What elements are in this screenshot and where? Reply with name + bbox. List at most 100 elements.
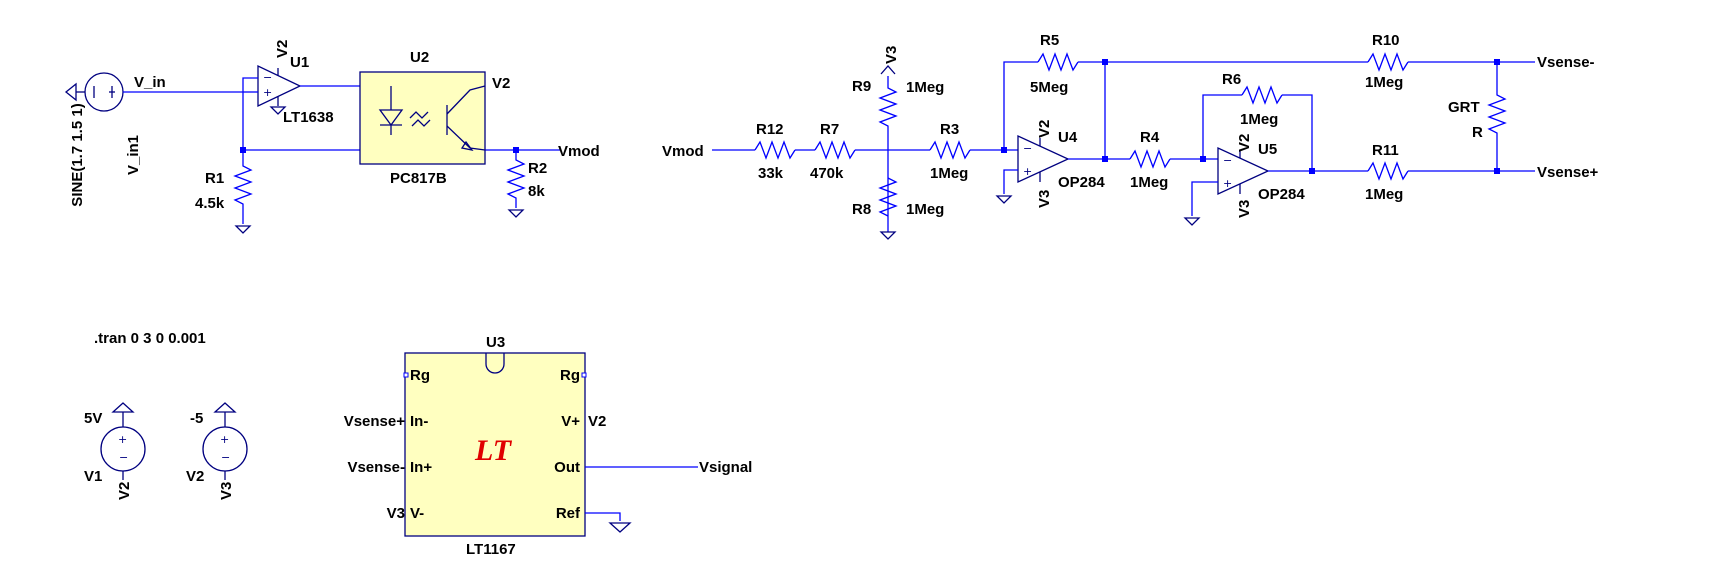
resistor-r4[interactable]	[1129, 149, 1171, 169]
r3-name: R3	[940, 121, 959, 138]
r5-value: 5Meg	[1030, 79, 1068, 96]
r9-supply-label: V3	[883, 46, 900, 64]
vin-source-name: V_in1	[125, 135, 142, 175]
svg-text:−: −	[119, 451, 128, 464]
r8-value: 1Meg	[906, 201, 944, 218]
junction	[1001, 147, 1007, 153]
v1-name: V1	[84, 468, 102, 485]
svg-text:+: +	[263, 86, 272, 99]
u4-name: U4	[1058, 129, 1078, 146]
junction	[1309, 168, 1315, 174]
r3-value: 1Meg	[930, 165, 968, 182]
resistor-r7[interactable]	[814, 140, 856, 160]
wire-u1-feedback	[242, 77, 258, 150]
u3-net-vsense-minus: Vsense-	[347, 459, 405, 476]
junction	[1102, 156, 1108, 162]
resistor-r2[interactable]	[506, 150, 526, 208]
u1-supply-label: V2	[274, 40, 291, 58]
opamp-u5[interactable]: − +	[1217, 146, 1270, 196]
wire-r6-left	[1202, 94, 1242, 159]
opamp-u1[interactable]: − +	[257, 64, 302, 108]
svg-text:−: −	[1223, 154, 1232, 167]
wire-r6-right	[1282, 94, 1313, 170]
u3-pin-ref: Ref	[556, 505, 581, 522]
ground-r2	[507, 209, 525, 218]
resistor-r12[interactable]	[754, 140, 796, 160]
ground-u1	[269, 106, 287, 115]
wire-r5-left	[1003, 61, 1038, 150]
u3-net-v3: V3	[387, 505, 405, 522]
supply-arrow-v2	[213, 402, 237, 413]
junction	[1494, 168, 1500, 174]
u1-model: LT1638	[283, 109, 334, 126]
wire-ref	[585, 512, 621, 521]
svg-text:−: −	[1023, 142, 1032, 155]
resistor-r1[interactable]	[233, 150, 253, 224]
r7-value: 470k	[810, 165, 844, 182]
v2-name: V2	[186, 468, 204, 485]
u3-name: U3	[486, 334, 505, 351]
optocoupler-u2[interactable]	[359, 71, 486, 165]
svg-text:−: −	[263, 71, 272, 84]
r10-name: R10	[1372, 32, 1400, 49]
net-label-vmod-out: Vmod	[558, 143, 600, 160]
u2-collector-label: V2	[492, 75, 510, 92]
u3-pin-v-minus: V-	[410, 505, 424, 522]
grt-value: R	[1472, 124, 1483, 141]
supply-arrow-v1	[111, 402, 135, 413]
r11-name: R11	[1372, 142, 1399, 159]
inamp-u3[interactable]	[403, 352, 587, 537]
ground-r1	[234, 225, 252, 234]
resistor-r11[interactable]	[1367, 161, 1409, 181]
u2-name: U2	[410, 49, 429, 66]
resistor-r3[interactable]	[929, 140, 971, 160]
vin-source-value: SINE(1.7 1.5 1)	[69, 103, 86, 206]
wire-u4-plus	[1003, 169, 1018, 194]
u5-supply-neg: V3	[1236, 200, 1253, 218]
tran-directive[interactable]: .tran 0 3 0 0.001	[94, 330, 206, 347]
ground-u3-ref	[608, 522, 632, 533]
wire-u5-plus	[1191, 181, 1218, 216]
resistor-r10[interactable]	[1367, 52, 1409, 72]
resistor-grt[interactable]	[1487, 62, 1507, 171]
supply-v1[interactable]: + −	[100, 412, 146, 480]
supply-v2[interactable]: + −	[202, 412, 248, 480]
u5-name: U5	[1258, 141, 1277, 158]
r8-name: R8	[852, 201, 871, 218]
resistor-r9-r8-wire	[878, 76, 898, 232]
resistor-r8[interactable]	[878, 177, 898, 217]
net-label-vsense-minus: Vsense-	[1537, 54, 1595, 71]
r11-value: 1Meg	[1365, 186, 1403, 203]
junction	[1200, 156, 1206, 162]
r2-name: R2	[528, 160, 547, 177]
junction	[1494, 59, 1500, 65]
u5-supply-pos: V2	[1236, 134, 1253, 152]
ground-r8	[879, 231, 897, 240]
u3-pin-in-minus: In-	[410, 413, 428, 430]
u3-pin-rg-left: Rg	[410, 367, 430, 384]
opamp-u4[interactable]: − +	[1017, 134, 1070, 184]
r1-value: 4.5k	[195, 195, 225, 212]
u3-model: LT1167	[466, 541, 516, 558]
u4-model: OP284	[1058, 174, 1105, 191]
ground-u5	[1183, 217, 1201, 226]
u1-name: U1	[290, 54, 309, 71]
svg-text:+: +	[1023, 165, 1032, 178]
u4-supply-pos: V2	[1036, 120, 1053, 138]
resistor-r5[interactable]	[1037, 52, 1079, 72]
r4-name: R4	[1140, 129, 1160, 146]
u3-pin-out: Out	[554, 459, 580, 476]
junction	[513, 147, 519, 153]
u3-pin-v-plus: V+	[561, 413, 580, 430]
r6-name: R6	[1222, 71, 1241, 88]
net-label-v-in: V_in	[134, 74, 166, 91]
u3-pin-in-plus: In+	[410, 459, 432, 476]
r5-name: R5	[1040, 32, 1059, 49]
r12-name: R12	[756, 121, 784, 138]
r2-value: 8k	[528, 183, 545, 200]
svg-text:+: +	[1223, 177, 1232, 190]
resistor-r6[interactable]	[1241, 85, 1283, 105]
v2-value: -5	[190, 410, 203, 427]
u3-net-vsense-plus: Vsense+	[344, 413, 406, 430]
